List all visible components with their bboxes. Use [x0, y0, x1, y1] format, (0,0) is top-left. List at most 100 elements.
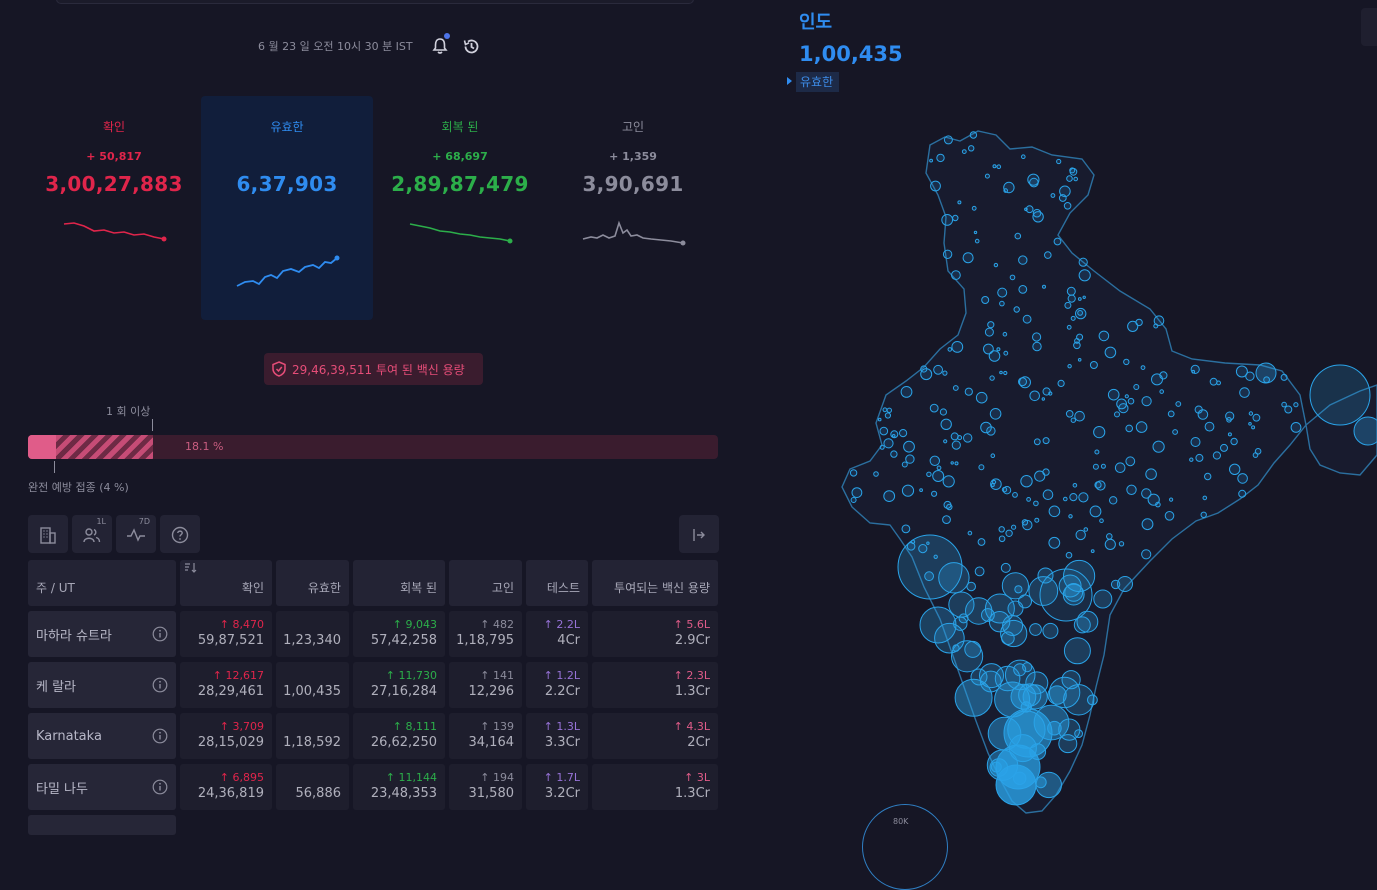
district-bubble[interactable] [1022, 662, 1033, 673]
district-bubble[interactable] [1230, 437, 1238, 446]
district-bubble[interactable] [933, 554, 938, 559]
district-bubble[interactable] [1042, 622, 1059, 639]
district-bubble[interactable] [1116, 398, 1128, 410]
district-bubble[interactable] [1093, 589, 1113, 609]
header-vaccine-doses[interactable]: 투여되는 백신 용량 [592, 560, 718, 606]
district-bubble[interactable] [977, 538, 986, 546]
district-bubble[interactable] [1074, 410, 1085, 422]
header-state[interactable]: 주 / UT [28, 560, 176, 606]
district-bubble[interactable] [1013, 306, 1020, 313]
district-bubble[interactable] [1226, 417, 1232, 423]
district-bubble[interactable] [1048, 676, 1081, 709]
district-bubble[interactable] [934, 622, 965, 654]
district-bubble[interactable] [1094, 481, 1102, 489]
district-bubble[interactable] [1027, 173, 1040, 186]
district-bubble[interactable] [884, 412, 892, 419]
district-bubble[interactable] [940, 418, 952, 430]
district-bubble[interactable] [957, 200, 962, 205]
seven-day-button[interactable]: 7D [116, 515, 156, 553]
district-bubble[interactable] [1092, 463, 1099, 470]
district-bubble[interactable] [1082, 295, 1086, 300]
district-bubble[interactable] [990, 483, 995, 487]
district-bubble[interactable] [1034, 470, 1046, 482]
district-bubble[interactable] [905, 454, 915, 464]
district-bubble[interactable] [1073, 341, 1081, 350]
district-bubble[interactable] [1034, 517, 1040, 523]
district-bubble[interactable] [1118, 541, 1125, 547]
district-bubble[interactable] [1078, 269, 1091, 282]
district-bubble[interactable] [936, 465, 942, 471]
district-bubble[interactable] [962, 252, 974, 264]
district-bubble[interactable] [978, 464, 985, 471]
district-bubble[interactable] [1227, 432, 1232, 437]
district-bubble[interactable] [1041, 397, 1046, 401]
district-bubble[interactable] [992, 164, 997, 169]
district-bubble[interactable] [1025, 671, 1049, 695]
district-bubble[interactable] [971, 205, 977, 211]
district-bubble[interactable] [1087, 694, 1098, 706]
district-bubble[interactable] [1089, 361, 1098, 369]
district-bubble[interactable] [1062, 583, 1085, 606]
district-bubble[interactable] [953, 616, 968, 631]
district-bubble[interactable] [1089, 505, 1102, 518]
district-bubble[interactable] [1252, 413, 1261, 422]
district-bubble[interactable] [926, 471, 932, 477]
district-bubble[interactable] [891, 434, 896, 438]
district-bubble[interactable] [1003, 181, 1015, 194]
help-button[interactable] [160, 515, 200, 553]
district-bubble[interactable] [1067, 294, 1076, 303]
district-bubble[interactable] [1067, 364, 1072, 369]
district-bubble[interactable] [1057, 379, 1065, 387]
district-bubble[interactable] [1100, 463, 1106, 469]
district-bubble[interactable] [1200, 511, 1207, 518]
district-bubble[interactable] [1014, 585, 1023, 594]
district-bubble[interactable] [1104, 346, 1117, 359]
district-bubble[interactable] [919, 606, 957, 644]
district-bubble[interactable] [1248, 422, 1252, 426]
district-bubble[interactable] [1125, 424, 1134, 433]
district-bubble[interactable] [1001, 572, 1029, 600]
district-bubble[interactable] [1073, 176, 1078, 182]
district-bubble[interactable] [879, 444, 885, 450]
district-bubble[interactable] [1078, 492, 1089, 503]
district-bubble[interactable] [1074, 729, 1084, 738]
district-bubble[interactable] [964, 387, 973, 396]
table-row-partial[interactable] [28, 815, 176, 835]
district-bubble[interactable] [1164, 511, 1175, 521]
district-bubble[interactable] [1255, 362, 1277, 384]
bell-icon[interactable] [431, 37, 449, 55]
district-bubble[interactable] [951, 341, 964, 353]
district-bubble[interactable] [936, 153, 945, 163]
district-bubble[interactable] [1063, 559, 1096, 593]
district-bubble[interactable] [1124, 394, 1129, 399]
district-bubble[interactable] [954, 461, 959, 466]
district-bubble[interactable] [1235, 365, 1248, 378]
district-bubble[interactable] [1048, 391, 1053, 396]
district-bubble[interactable] [1238, 489, 1247, 498]
district-bubble[interactable] [988, 611, 1011, 633]
district-bubble[interactable] [1293, 402, 1299, 408]
district-bubble[interactable] [1058, 734, 1078, 754]
district-bubble[interactable] [919, 488, 923, 493]
district-bubble[interactable] [1077, 297, 1082, 301]
district-bubble[interactable] [1056, 158, 1062, 165]
district-bubble[interactable] [1064, 301, 1072, 309]
district-bubble[interactable] [1022, 519, 1033, 531]
district-bubble[interactable] [1033, 500, 1039, 507]
district-bubble[interactable] [1114, 462, 1126, 474]
header-confirmed[interactable]: 확인 [180, 560, 272, 606]
district-bubble[interactable] [1066, 286, 1076, 296]
district-bubble[interactable] [1026, 497, 1032, 502]
district-bubble[interactable] [1093, 426, 1106, 439]
district-bubble[interactable] [1020, 475, 1033, 488]
district-bubble[interactable] [1002, 486, 1012, 495]
district-bubble[interactable] [882, 407, 888, 413]
district-bubble[interactable] [989, 375, 995, 381]
district-bubble[interactable] [947, 347, 953, 352]
district-bubble[interactable] [1094, 449, 1100, 455]
district-bubble[interactable] [961, 149, 967, 154]
district-bubble[interactable] [930, 180, 941, 192]
district-bubble[interactable] [996, 164, 1002, 169]
history-icon[interactable] [462, 37, 481, 56]
info-icon[interactable] [152, 626, 168, 642]
